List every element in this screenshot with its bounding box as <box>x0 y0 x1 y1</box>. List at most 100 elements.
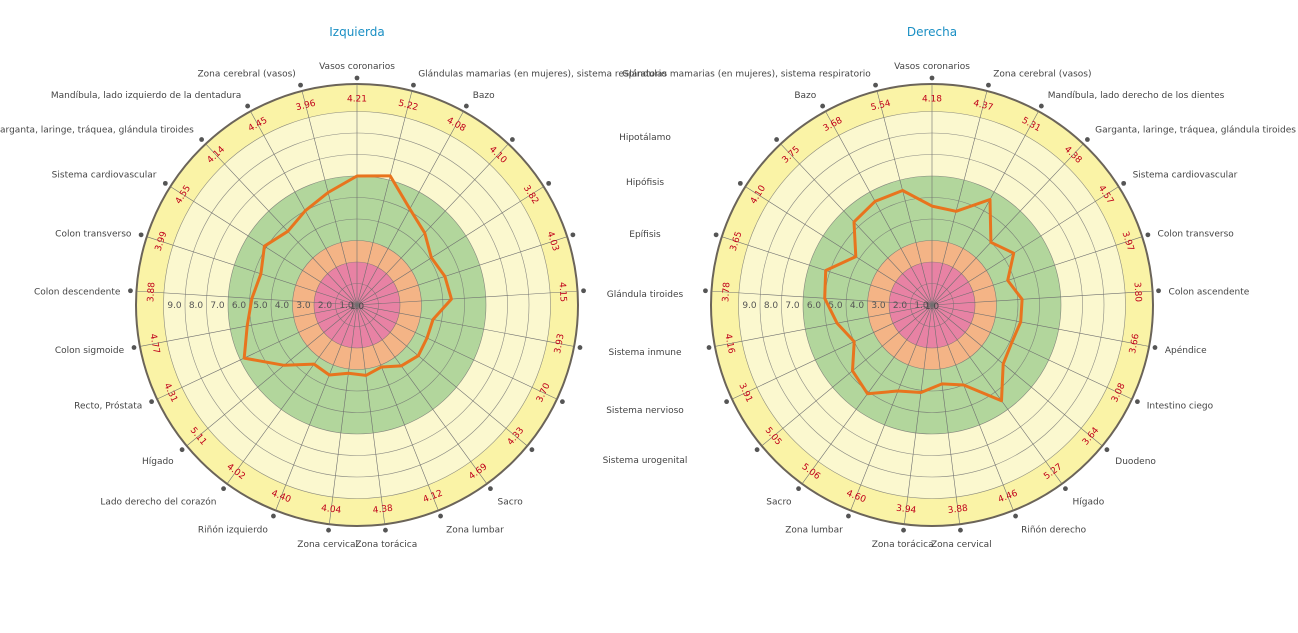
axis-marker <box>245 103 251 109</box>
axis-marker <box>1121 180 1127 186</box>
axis-marker <box>546 180 552 186</box>
axis-label: Zona torácica <box>355 540 417 550</box>
axis-label: Zona lumbar <box>785 526 843 536</box>
spoke-line <box>356 304 558 400</box>
axis-marker <box>488 486 493 492</box>
axis-marker <box>581 288 586 294</box>
ring-tick-label: 3.0 <box>296 301 311 311</box>
axis-marker <box>326 527 331 533</box>
spoke-line <box>931 304 1103 447</box>
spoke-line <box>850 304 933 511</box>
axis-value-label: 3.88 <box>146 282 157 303</box>
axis-marker <box>463 103 469 109</box>
axis-label: Zona cervical <box>931 540 992 550</box>
axis-marker <box>570 232 576 238</box>
axis-marker <box>846 513 851 519</box>
axis-marker <box>411 82 416 88</box>
spoke-line <box>931 290 1153 306</box>
center-axis-label: Hipófisis <box>626 177 664 188</box>
axis-label: Zona torácica <box>872 540 934 550</box>
center-axis-label: Sistema inmune <box>608 348 681 358</box>
axis-marker <box>162 180 168 186</box>
axis-marker <box>1084 137 1090 142</box>
spoke-line <box>931 304 1150 347</box>
axis-marker <box>713 232 719 238</box>
spoke-line <box>931 111 1039 306</box>
spoke-line <box>356 290 578 306</box>
spoke-line <box>356 304 439 511</box>
axis-label: Intestino ciego <box>1147 402 1214 412</box>
spoke-line <box>931 143 1084 306</box>
axis-label: Colon ascendente <box>1169 287 1250 297</box>
axis-marker <box>1038 103 1044 109</box>
chart-title: Derecha <box>907 25 957 39</box>
axis-label: Bazo <box>794 91 816 101</box>
axis-marker <box>1145 232 1151 238</box>
spoke-line <box>731 304 933 400</box>
axis-marker <box>774 137 780 142</box>
spoke-line <box>356 304 488 484</box>
spoke-line <box>356 236 568 306</box>
axis-label: Vasos coronarios <box>319 62 395 72</box>
data-series-line <box>242 174 453 377</box>
spoke-line <box>745 186 933 306</box>
axis-label: Hígado <box>142 457 174 467</box>
axis-label: Zona cerebral (vasos) <box>197 69 295 79</box>
spoke-line <box>356 304 575 347</box>
spoke-line <box>250 111 358 306</box>
axis-value-label: 5.22 <box>397 99 419 114</box>
ring-tick-label: 5.0 <box>253 301 268 311</box>
radar-chart-izquierda: 1.0 2.0 3.0 4.0 5.0 6.0 7.0 8.0 9.0 4.21 Vasos cor… <box>0 25 667 550</box>
axis-marker <box>509 137 515 142</box>
axis-value-label: 3.96 <box>295 99 317 114</box>
axis-marker <box>138 232 144 238</box>
center-axis-label: Glándula tiroides <box>607 290 684 300</box>
spoke-line <box>226 304 358 484</box>
axis-marker <box>298 82 303 88</box>
chart-title: Izquierda <box>329 25 384 39</box>
axis-label: Glándulas mamarias (en mujeres), sistema… <box>622 69 871 79</box>
spoke-line <box>356 90 413 306</box>
axis-marker <box>438 513 443 519</box>
spoke-line <box>356 304 528 447</box>
axis-value-label: 3.66 <box>1128 333 1142 355</box>
axis-label: Colon sigmoide <box>55 346 125 356</box>
axis-marker <box>1063 486 1068 492</box>
spoke-line <box>356 186 544 306</box>
ring-tick-label: 2.0 <box>893 301 908 311</box>
spoke-line <box>275 304 358 511</box>
spoke-line <box>931 304 960 525</box>
axis-label: Garganta, laringe, tráquea, glándula tir… <box>1095 125 1296 135</box>
axis-value-label: 3.78 <box>721 282 732 303</box>
axis-marker <box>271 513 276 519</box>
axis-label: Apéndice <box>1165 345 1207 356</box>
radar-chart-derecha: 1.0 2.0 3.0 4.0 5.0 6.0 7.0 8.0 9.0 4.18 Vasos cor… <box>622 25 1296 550</box>
axis-marker <box>1156 288 1161 294</box>
axis-value-label: 3.93 <box>553 333 567 355</box>
axis-label: Zona cerebral (vasos) <box>993 69 1091 79</box>
axis-marker <box>221 486 226 492</box>
ring-tick-label: 3.0 <box>871 301 886 311</box>
axis-marker <box>986 82 991 88</box>
axis-label: Sacro <box>498 497 524 507</box>
axis-label: Colon descendente <box>34 287 121 297</box>
ring-tick-label: 4.0 <box>850 301 865 311</box>
spoke-line <box>186 304 358 447</box>
axis-marker <box>1134 399 1140 405</box>
axis-marker <box>737 180 743 186</box>
ring-tick-label: 6.0 <box>232 301 247 311</box>
center-tick-label: 1.0 <box>925 302 940 312</box>
ring-tick-label: 8.0 <box>764 301 779 311</box>
axis-marker <box>179 447 185 453</box>
axis-marker <box>128 288 133 294</box>
axis-marker <box>873 82 878 88</box>
axis-marker <box>529 447 535 453</box>
axis-marker <box>724 399 730 405</box>
spoke-line <box>156 304 358 400</box>
axis-value-label: 4.16 <box>722 333 736 355</box>
axis-label: Vasos coronarios <box>894 62 970 72</box>
ring-tick-label: 9.0 <box>742 301 757 311</box>
spoke-line <box>136 290 358 306</box>
axis-label: Sistema cardiovascular <box>52 171 157 181</box>
axis-label: Garganta, laringe, tráquea, glándula tir… <box>0 125 194 135</box>
